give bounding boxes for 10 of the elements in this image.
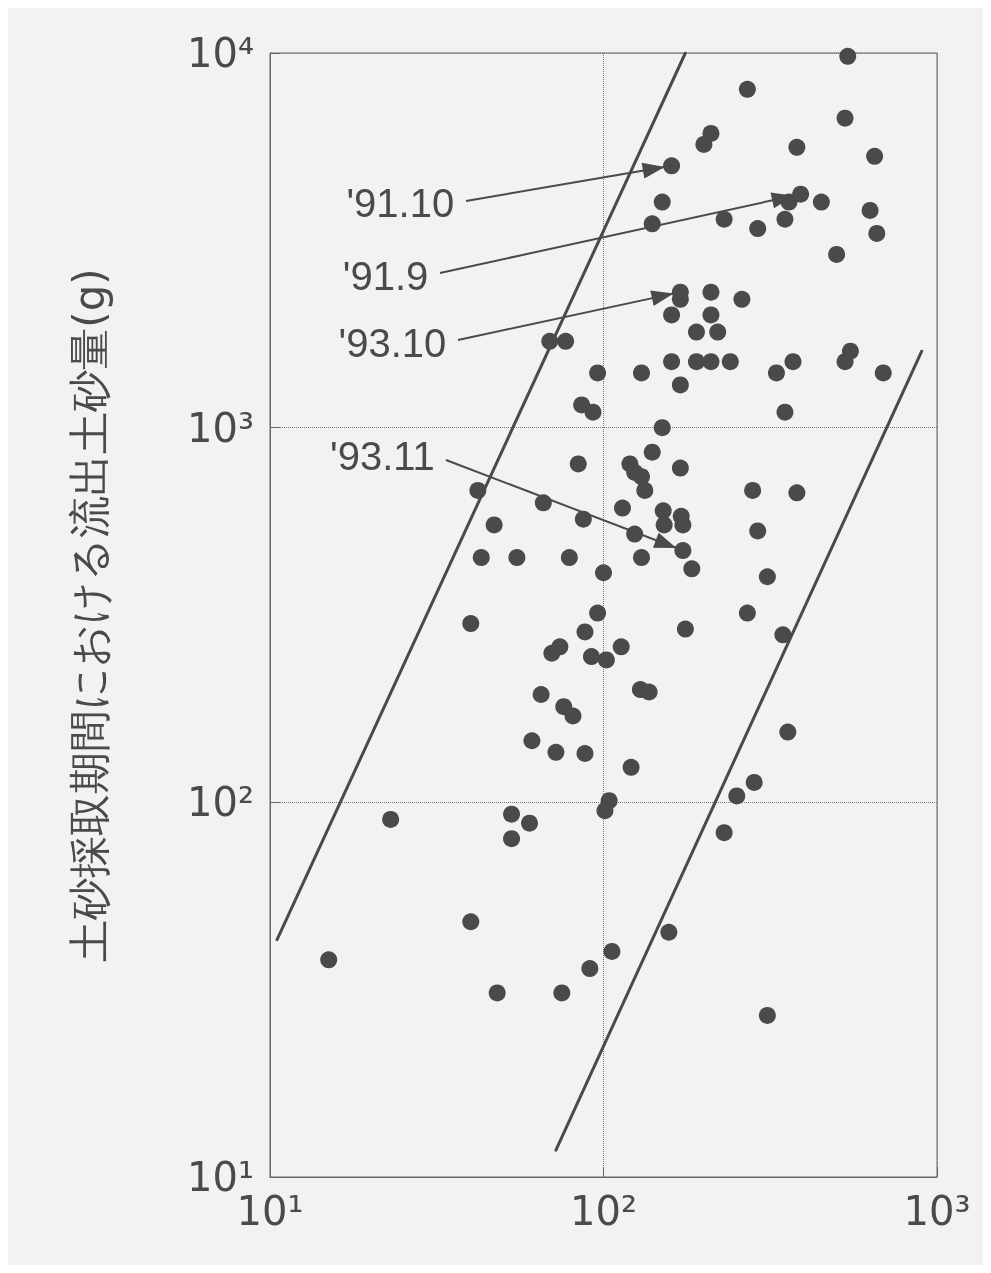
y-tick-label: 10³ — [187, 404, 254, 451]
annotation: '93.10 — [338, 320, 447, 365]
x-tick-label: 10³ — [903, 1188, 971, 1234]
y-tick-label: 10⁴ — [187, 30, 254, 76]
y-tick-label: 10² — [187, 779, 254, 826]
annotation: '91.10 — [346, 181, 455, 226]
annotation: '93.11 — [330, 433, 435, 478]
annotation: '91.9 — [342, 253, 429, 298]
y-axis-title: 土砂採取期間における流出土砂量(g) — [64, 268, 114, 962]
x-tick-label: 10² — [570, 1188, 637, 1234]
